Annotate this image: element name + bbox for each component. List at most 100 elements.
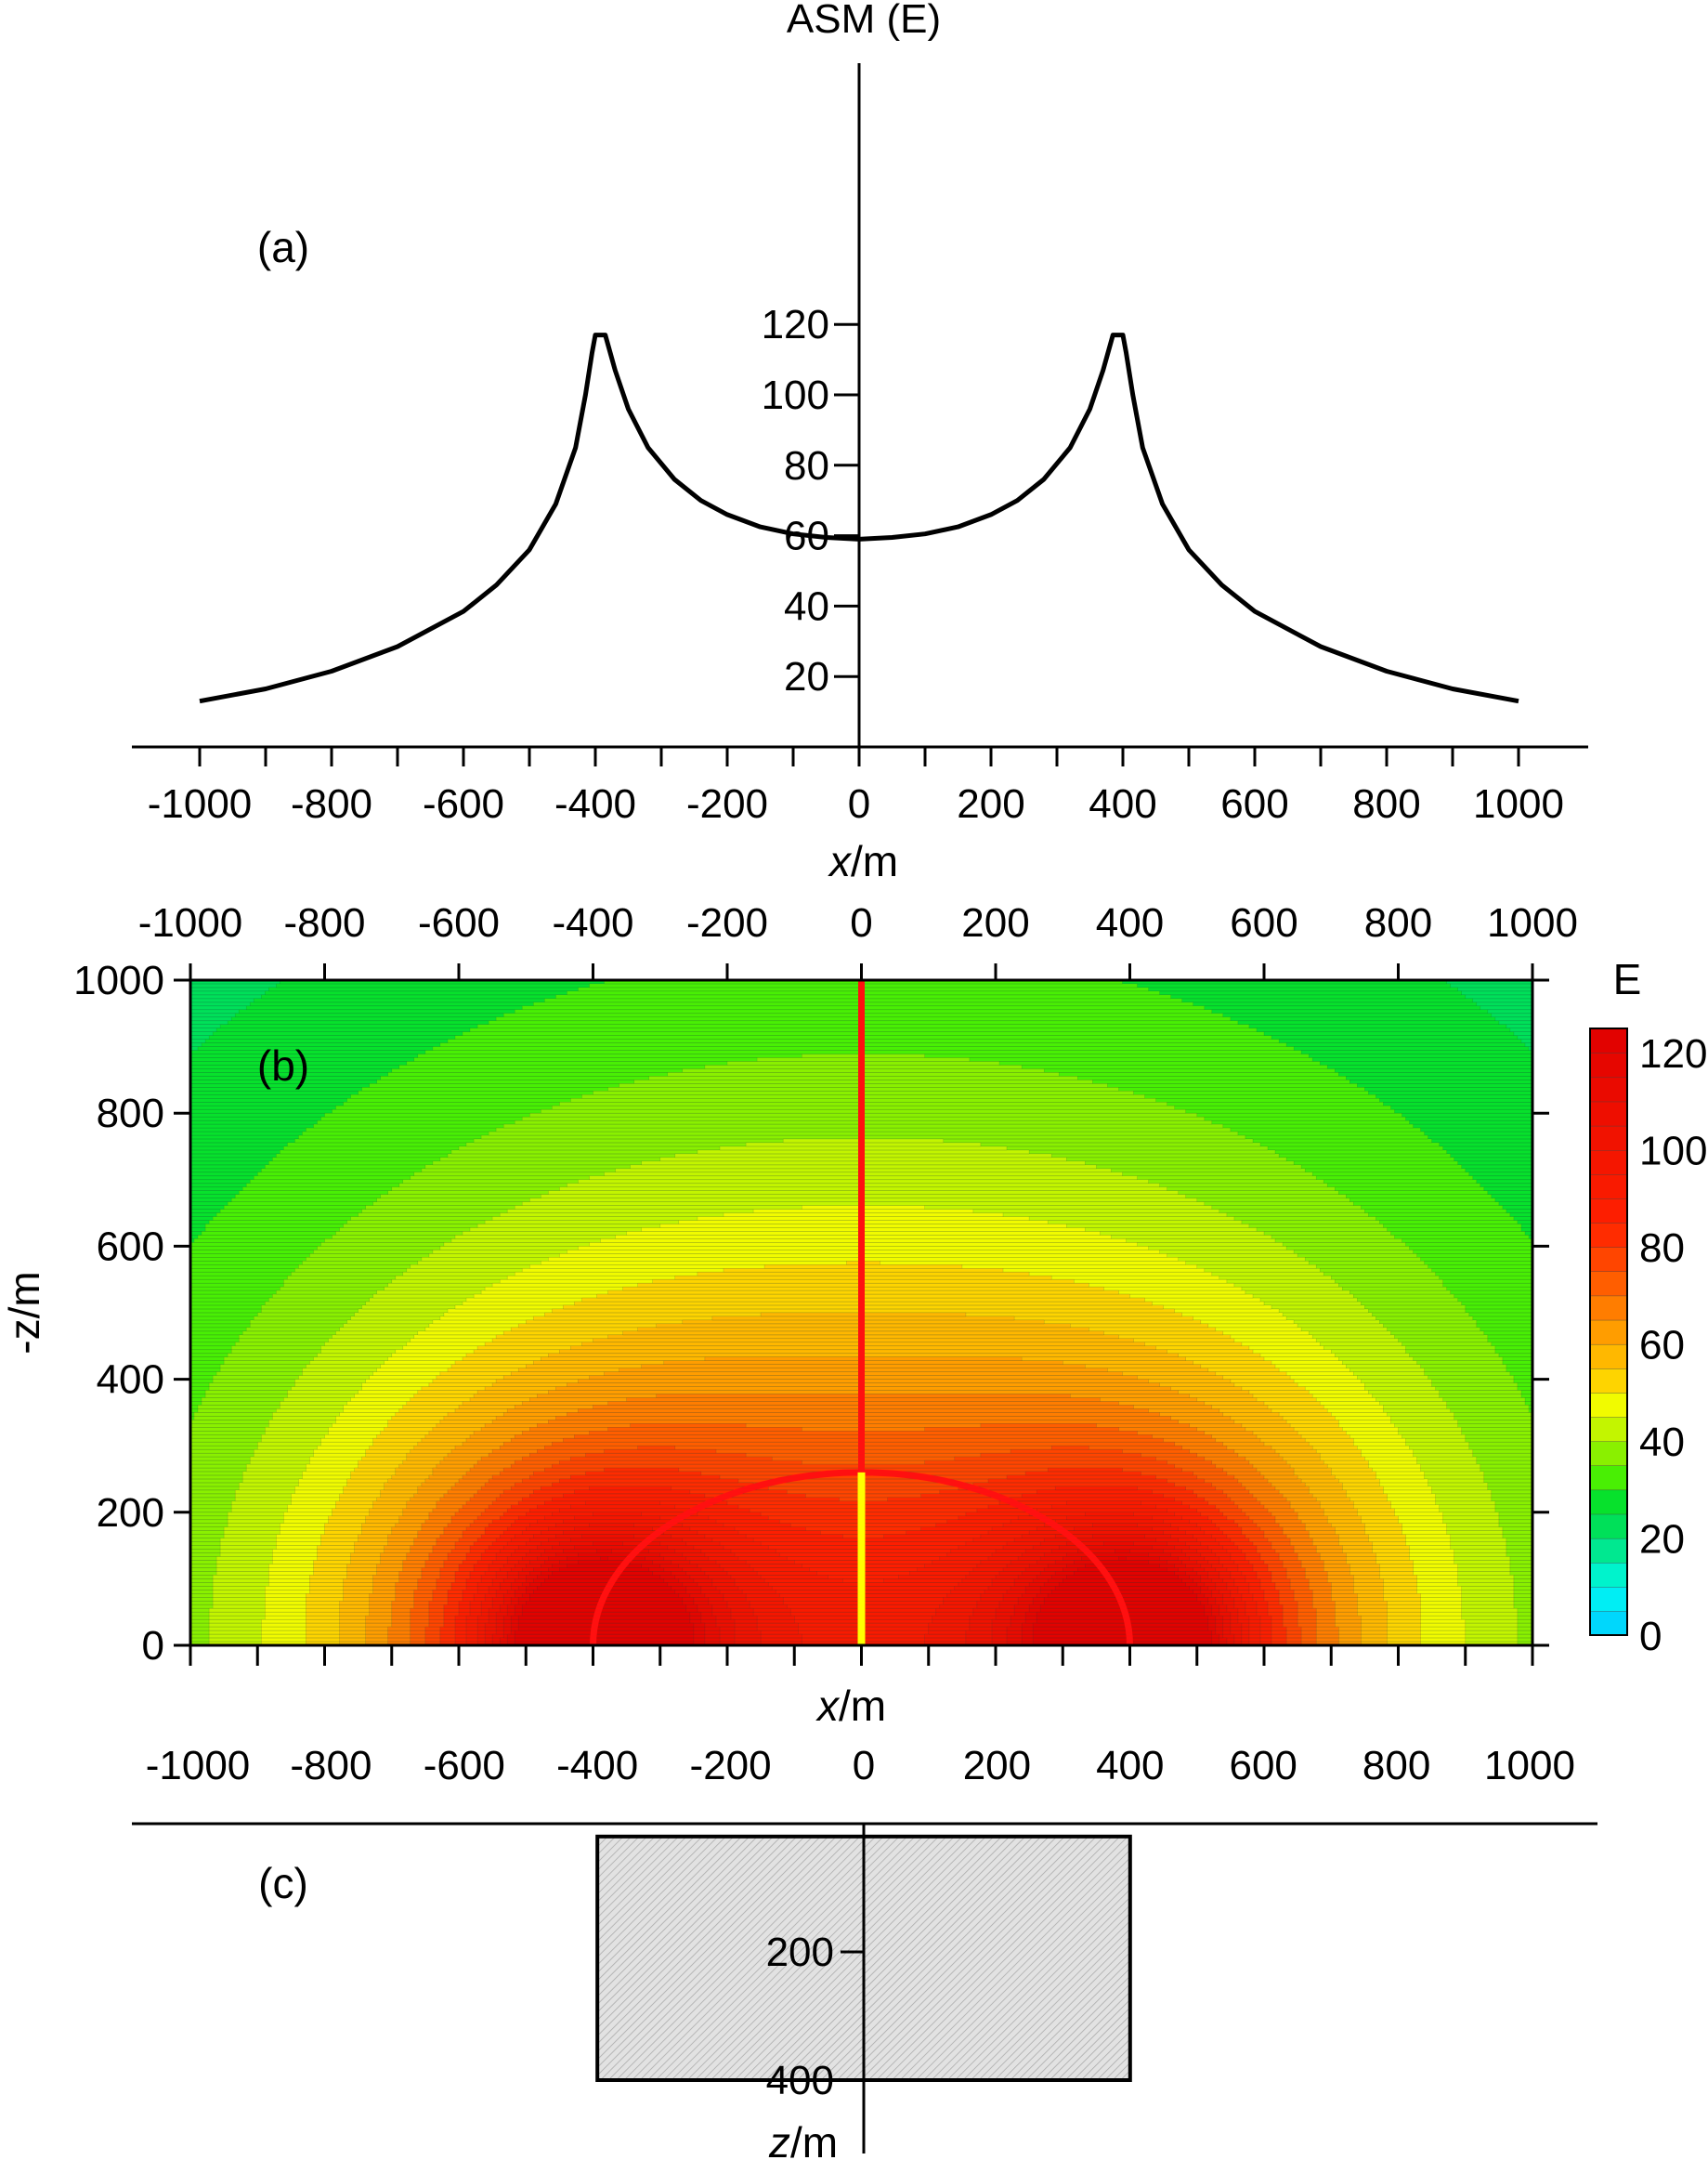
panel-b-contour-section: (b) -1000 -800 -600 -400 -200 0 200 400 600 800 10… [0,900,1707,1730]
colorbar-swatch [1589,1173,1628,1199]
top-x-tick-label: -600 [418,900,500,946]
colorbar-swatch [1589,1222,1628,1248]
colorbar-swatch [1589,1149,1628,1175]
colorbar-frame [1589,1028,1628,1636]
x-tick-label: -600 [424,1743,505,1788]
colorbar-swatch [1589,1610,1628,1636]
x-tick-label: 400 [1089,781,1156,827]
x-tick-label: 1000 [1484,1743,1575,1788]
top-x-tick-label: 1000 [1487,900,1578,946]
y-tick-label: 1000 [73,958,164,1003]
colorbar-swatch [1589,1125,1628,1151]
x-tick-label: -1000 [148,781,253,827]
colorbar-swatch [1589,1416,1628,1442]
y-tick-label: 80 [784,443,829,489]
colorbar-swatch [1589,1513,1628,1539]
asm-curve-series [199,333,1519,704]
panel-b-label: (b) [257,1041,309,1090]
colorbar-swatch [1589,1246,1628,1272]
panel-b-bottom-x-ticks [189,1645,1534,1666]
x-tick-label: 0 [848,781,870,827]
panel-a-asm-profile: ASM (E) (a) -1000 -800 -600 -400 -200 0 200 400… [132,0,1588,885]
x-tick-label: -600 [423,781,504,827]
top-x-tick-label: 200 [961,900,1029,946]
panel-b-overlay-lines [590,980,1133,1645]
x-tick-label: 400 [1096,1743,1164,1788]
colorbar-swatch [1589,1295,1628,1321]
colorbar-tick-label: 0 [1639,1614,1662,1659]
panel-b-x-label: x/m [815,1682,886,1730]
x-tick-label: -800 [291,781,372,827]
top-x-tick-label: 0 [850,900,872,946]
colorbar-swatch [1589,1052,1628,1079]
x-tick-label: 800 [1362,1743,1430,1788]
x-tick-label: -400 [556,1743,638,1788]
asm-title: ASM (E) [787,0,941,42]
colorbar: 0 20 40 60 80 100 120 [1589,1028,1707,1659]
top-x-tick-label: 600 [1230,900,1297,946]
panel-b-top-x-ticks: -1000 -800 -600 -400 -200 0 200 400 600 800 1000 [138,900,1578,980]
x-tick-label: -200 [686,781,768,827]
z-tick-label: 200 [766,1930,834,1975]
y-tick-label: 40 [784,583,829,629]
z-tick-label: 400 [766,2058,834,2103]
panel-c-z-ticks: 200 400 [766,1930,864,2103]
top-x-tick-label: -800 [283,900,365,946]
y-tick-label: 20 [784,654,829,700]
panel-c-label: (c) [258,1859,308,1907]
y-tick-label: 400 [97,1357,164,1403]
x-tick-label: 200 [963,1743,1031,1788]
colorbar-tick-label: 80 [1639,1225,1685,1271]
panel-c-z-label: z/m [768,2118,838,2160]
top-x-tick-label: 400 [1096,900,1164,946]
panel-b-y-ticks: 0 200 400 600 800 1000 [73,958,1549,1669]
panel-a-x-label: x/m [828,837,898,885]
panel-c-model: -1000 -800 -600 -400 -200 0 200 400 600 800 1000 (… [132,1743,1597,2160]
colorbar-tick-label: 100 [1639,1129,1707,1174]
colorbar-swatch [1589,1562,1628,1588]
colorbar-swatch [1589,1270,1628,1297]
x-tick-label: -400 [554,781,636,827]
panel-c-x-ticks: -1000 -800 -600 -400 -200 0 200 400 600 800 1000 [146,1743,1575,1788]
colorbar-swatch [1589,1198,1628,1224]
colorbar-swatch [1589,1077,1628,1103]
x-tick-label: 1000 [1473,781,1564,827]
colorbar-swatch [1589,1489,1628,1515]
colorbar-swatch [1589,1392,1628,1418]
y-tick-label: 200 [97,1490,164,1536]
colorbar-swatch [1589,1368,1628,1394]
y-tick-label: 100 [762,373,829,418]
x-tick-label: -200 [690,1743,772,1788]
colorbar-title: E [1613,955,1642,1003]
colorbar-swatch [1589,1101,1628,1127]
x-tick-label: 800 [1352,781,1420,827]
y-tick-label: 120 [762,302,829,347]
top-x-tick-label: -400 [552,900,633,946]
y-tick-label: 800 [97,1091,164,1136]
colorbar-swatch [1589,1028,1628,1054]
colorbar-swatch [1589,1319,1628,1345]
x-tick-label: -800 [290,1743,372,1788]
top-x-tick-label: 800 [1364,900,1432,946]
panel-a-label: (a) [257,223,309,271]
panel-b-y-label: -z/m [0,1271,48,1354]
y-tick-label: 600 [97,1224,164,1269]
colorbar-swatch [1589,1440,1628,1466]
y-tick-label: 0 [142,1623,164,1669]
colorbar-swatch [1589,1586,1628,1612]
colorbar-swatch [1589,1538,1628,1564]
colorbar-tick-label: 60 [1639,1323,1685,1368]
colorbar-tick-label: 40 [1639,1420,1685,1465]
contour-band [515,1556,1212,1645]
x-tick-label: 200 [957,781,1024,827]
colorbar-tick-label: 20 [1639,1517,1685,1563]
colorbar-tick-label: 120 [1639,1031,1707,1077]
colorbar-swatch [1589,1343,1628,1369]
panel-a-x-ticks: -1000 -800 -600 -400 -200 0 200 400 600 800 1000 [148,747,1564,827]
top-x-tick-label: -1000 [138,900,243,946]
colorbar-swatch [1589,1464,1628,1491]
x-tick-label: 0 [853,1743,875,1788]
x-tick-label: -1000 [146,1743,251,1788]
